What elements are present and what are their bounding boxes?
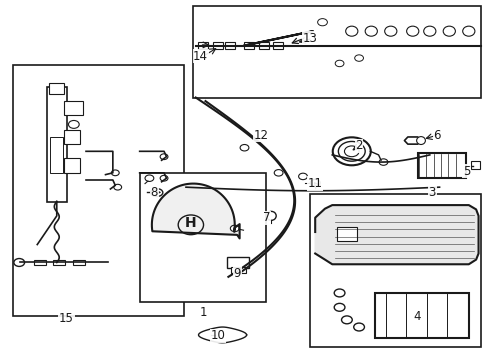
Ellipse shape — [353, 323, 364, 331]
Polygon shape — [315, 205, 478, 264]
Ellipse shape — [406, 26, 418, 36]
Text: 7: 7 — [262, 211, 270, 224]
Ellipse shape — [378, 159, 387, 165]
Bar — [310, 194, 480, 347]
Text: 3: 3 — [427, 186, 435, 199]
Text: H: H — [184, 216, 196, 230]
Text: 8: 8 — [150, 186, 158, 199]
Polygon shape — [152, 184, 239, 238]
Bar — [244, 42, 254, 49]
Bar — [64, 101, 82, 116]
Text: 11: 11 — [307, 177, 322, 190]
Ellipse shape — [333, 303, 344, 311]
Ellipse shape — [332, 137, 370, 165]
Bar — [198, 42, 207, 49]
Bar — [34, 260, 45, 265]
Ellipse shape — [333, 289, 344, 297]
Bar — [64, 158, 80, 173]
Bar — [374, 293, 468, 338]
Bar — [227, 257, 249, 268]
Ellipse shape — [145, 175, 154, 181]
Bar — [64, 130, 80, 144]
Bar — [47, 87, 66, 202]
Ellipse shape — [354, 55, 363, 61]
Ellipse shape — [345, 26, 357, 36]
Ellipse shape — [114, 184, 122, 190]
Ellipse shape — [230, 225, 239, 231]
Bar — [259, 42, 268, 49]
Ellipse shape — [317, 19, 327, 26]
Ellipse shape — [160, 175, 167, 181]
Bar — [50, 137, 63, 173]
Ellipse shape — [150, 189, 163, 197]
Bar — [272, 42, 282, 49]
Text: 10: 10 — [210, 329, 224, 342]
Ellipse shape — [310, 179, 320, 186]
Text: 1: 1 — [199, 306, 206, 319]
Text: 4: 4 — [413, 310, 421, 323]
Text: 2: 2 — [355, 139, 362, 152]
Text: 15: 15 — [59, 311, 74, 325]
Ellipse shape — [462, 26, 474, 36]
Ellipse shape — [423, 26, 435, 36]
Ellipse shape — [68, 121, 79, 129]
Bar — [140, 173, 266, 302]
Ellipse shape — [111, 170, 119, 176]
Bar — [49, 83, 64, 94]
Bar — [470, 161, 479, 169]
Ellipse shape — [274, 170, 283, 176]
Polygon shape — [198, 327, 246, 343]
Ellipse shape — [266, 211, 276, 220]
Ellipse shape — [334, 60, 343, 67]
Ellipse shape — [160, 154, 167, 159]
Ellipse shape — [416, 136, 425, 144]
Ellipse shape — [442, 26, 454, 36]
Text: 5: 5 — [462, 165, 469, 177]
Text: 6: 6 — [432, 129, 440, 142]
Text: 12: 12 — [254, 129, 268, 142]
Text: 9: 9 — [233, 267, 241, 280]
Bar — [53, 260, 65, 265]
Bar — [417, 153, 466, 178]
Text: 13: 13 — [302, 32, 317, 45]
Ellipse shape — [14, 258, 24, 266]
Bar — [336, 226, 356, 241]
Bar — [230, 267, 245, 273]
Bar — [224, 42, 234, 49]
Ellipse shape — [240, 144, 248, 151]
Bar — [193, 6, 480, 98]
Bar — [212, 42, 222, 49]
Bar — [13, 65, 183, 316]
Text: 14: 14 — [193, 50, 208, 63]
Bar — [73, 260, 84, 265]
Ellipse shape — [384, 26, 396, 36]
Ellipse shape — [298, 173, 307, 180]
Ellipse shape — [365, 26, 377, 36]
Ellipse shape — [341, 316, 351, 324]
